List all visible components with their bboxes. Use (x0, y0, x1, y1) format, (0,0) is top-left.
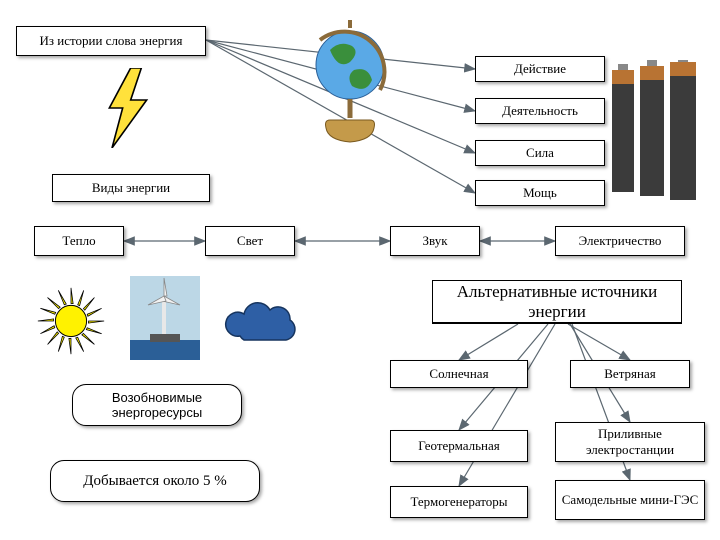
label-alt-title: Альтернативные источники энергии (437, 282, 677, 322)
box-electricity: Электричество (555, 226, 685, 256)
label-electricity: Электричество (579, 233, 662, 249)
label-sound: Звук (422, 233, 447, 249)
label-activity: Деятельность (502, 103, 578, 119)
label-wind: Ветряная (604, 366, 655, 382)
wind-turbine-icon (130, 276, 200, 360)
lightning-bolt-icon (100, 68, 156, 148)
box-activity: Деятельность (475, 98, 605, 124)
label-kinds: Виды энергии (92, 180, 170, 196)
box-action: Действие (475, 56, 605, 82)
box-thermo: Термогенераторы (390, 486, 528, 518)
label-geothermal: Геотермальная (418, 438, 500, 454)
label-history: Из истории слова энергия (40, 33, 183, 49)
box-force: Сила (475, 140, 605, 166)
cloud-icon (224, 296, 302, 352)
batteries-icon (606, 60, 714, 206)
label-thermo: Термогенераторы (410, 494, 507, 510)
box-solar: Солнечная (390, 360, 528, 388)
label-diy: Самодельные мини-ГЭС (562, 492, 699, 508)
box-diy: Самодельные мини-ГЭС (555, 480, 705, 520)
label-action: Действие (514, 61, 566, 77)
label-heat: Тепло (62, 233, 95, 249)
label-renewables: Возобновимые энергоресурсы (77, 390, 237, 420)
label-power: Мощь (523, 185, 557, 201)
box-fivepct: Добывается около 5 % (50, 460, 260, 502)
box-history: Из истории слова энергия (16, 26, 206, 56)
label-tidal: Приливные электростанции (560, 426, 700, 458)
globe-icon (300, 10, 400, 160)
box-renewables: Возобновимые энергоресурсы (72, 384, 242, 426)
box-light: Свет (205, 226, 295, 256)
box-power: Мощь (475, 180, 605, 206)
box-geothermal: Геотермальная (390, 430, 528, 462)
sun-icon (32, 282, 110, 360)
box-kinds: Виды энергии (52, 174, 210, 202)
box-sound: Звук (390, 226, 480, 256)
box-tidal: Приливные электростанции (555, 422, 705, 462)
label-light: Свет (237, 233, 263, 249)
box-wind: Ветряная (570, 360, 690, 388)
box-heat: Тепло (34, 226, 124, 256)
label-solar: Солнечная (429, 366, 488, 382)
box-alt-title: Альтернативные источники энергии (432, 280, 682, 324)
label-force: Сила (526, 145, 554, 161)
label-fivepct: Добывается около 5 % (83, 473, 227, 490)
